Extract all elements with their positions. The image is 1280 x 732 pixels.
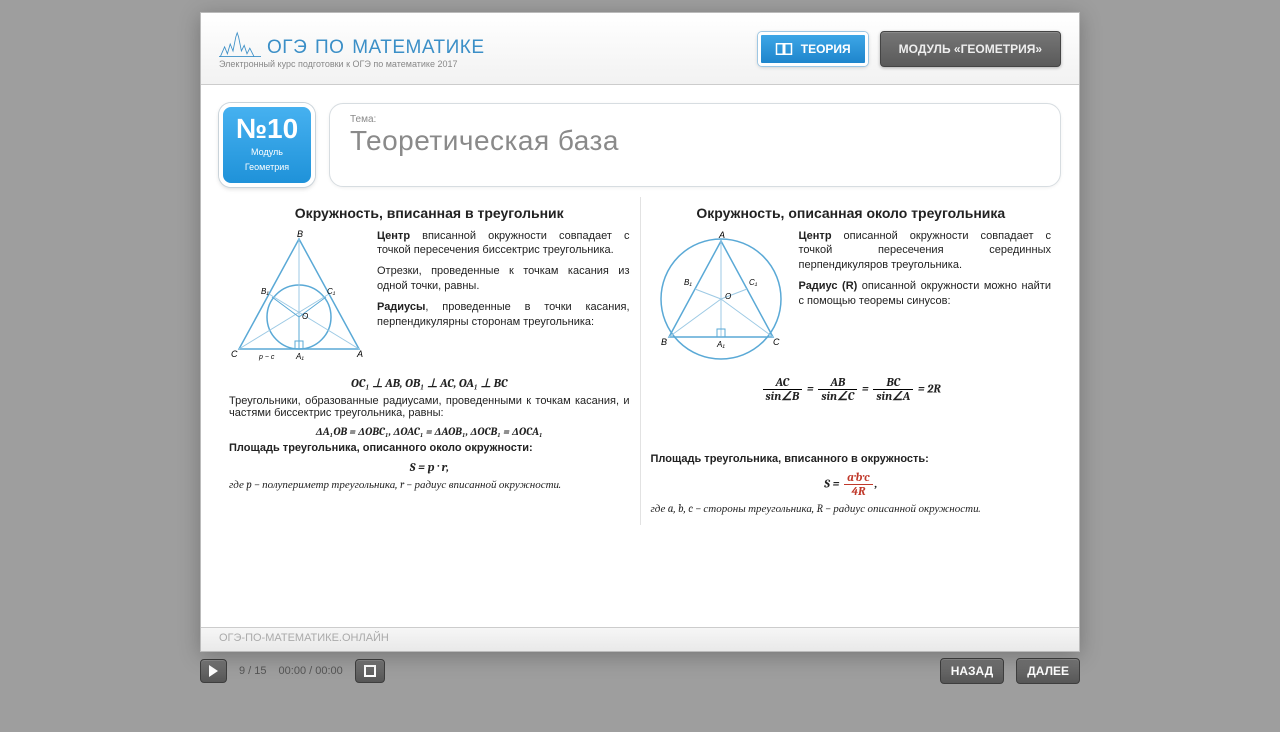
book-icon <box>775 42 793 56</box>
left-p4: Треугольники, образованные радиусами, пр… <box>229 395 630 419</box>
logo-subtitle: Электронный курс подготовки к ОГЭ по мат… <box>219 59 485 69</box>
svg-text:A: A <box>356 349 363 359</box>
right-note: где a, b, c – стороны треугольника, R – … <box>651 502 1052 516</box>
svg-text:B₁: B₁ <box>684 278 692 287</box>
right-formula-sines: ACsin∠B = ABsin∠C = BCsin∠A = 2R <box>651 376 1052 403</box>
topic-label: Тема: <box>350 114 1040 125</box>
svg-text:O: O <box>302 312 308 321</box>
svg-text:A₁: A₁ <box>716 340 725 349</box>
svg-text:B: B <box>661 337 667 347</box>
left-text: Центр вписанной окружности совпадает с т… <box>377 229 630 336</box>
topic-bubble: Тема: Теоретическая база <box>329 103 1061 187</box>
module-button-label: МОДУЛЬ «ГЕОМЕТРИЯ» <box>899 42 1042 56</box>
theory-button-label: ТЕОРИЯ <box>801 42 851 56</box>
right-diagram: A B C O A₁ B₁ C₁ <box>651 229 791 372</box>
right-heading: Окружность, описанная около треугольника <box>651 205 1052 221</box>
player-bar: 9 / 15 00:00 / 00:00 НАЗАД ДАЛЕЕ <box>200 658 1080 684</box>
back-button[interactable]: НАЗАД <box>940 658 1005 684</box>
svg-text:A: A <box>718 230 725 240</box>
theory-button[interactable]: ТЕОРИЯ <box>758 32 868 66</box>
content: Окружность, вписанная в треугольник B <box>201 197 1079 533</box>
svg-text:A₁: A₁ <box>295 352 304 361</box>
left-formula-area: S = p · r, <box>229 460 630 474</box>
logo: ОГЭ ПО МАТЕМАТИКЕ Электронный курс подго… <box>219 29 485 69</box>
left-formula-perp: OC₁ ⊥ AB, OB₁ ⊥ AC, OA₁ ⊥ BC <box>229 376 630 391</box>
svg-text:B₁: B₁ <box>261 287 269 296</box>
left-diagram: B C A O A₁ C₁ B₁ p − c <box>229 229 369 372</box>
next-button[interactable]: ДАЛЕЕ <box>1016 658 1080 684</box>
header: ОГЭ ПО МАТЕМАТИКЕ Электронный курс подго… <box>201 13 1079 85</box>
play-button[interactable] <box>200 659 227 683</box>
svg-text:C: C <box>773 337 780 347</box>
logo-title: ОГЭ ПО МАТЕМАТИКЕ <box>267 37 485 59</box>
col-circumscribed: Окружность, описанная около треугольника… <box>640 197 1062 525</box>
svg-text:C: C <box>231 349 238 359</box>
right-p3: Площадь треугольника, вписанного в окруж… <box>651 453 1052 465</box>
topic-title: Теоретическая база <box>350 125 1040 157</box>
slide-position: 9 / 15 <box>239 665 267 677</box>
task-number: №10 <box>227 115 307 143</box>
left-heading: Окружность, вписанная в треугольник <box>229 205 630 221</box>
svg-text:C₁: C₁ <box>327 287 336 296</box>
task-number-badge: №10 Модуль Геометрия <box>219 103 315 187</box>
right-formula-area: S = a·b·c 4R , <box>651 471 1052 498</box>
left-formula-tri: ΔA₁OB = ΔOBC₁, ΔOAC₁ = ΔAOB₁, ΔOCB₁ = ΔO… <box>229 425 630 438</box>
svg-text:O: O <box>725 292 731 301</box>
fullscreen-button[interactable] <box>355 659 385 683</box>
svg-text:p − c: p − c <box>258 354 275 361</box>
footer-url: ОГЭ-ПО-МАТЕМАТИКЕ.ОНЛАЙН <box>201 627 1079 651</box>
left-p5: Площадь треугольника, описанного около о… <box>229 442 630 454</box>
fullscreen-icon <box>364 665 376 677</box>
play-icon <box>209 665 218 677</box>
task-module-line2: Геометрия <box>227 162 307 173</box>
module-button[interactable]: МОДУЛЬ «ГЕОМЕТРИЯ» <box>880 31 1061 67</box>
svg-text:C₁: C₁ <box>749 278 758 287</box>
left-note: где p – полупериметр треугольника, r – р… <box>229 478 630 492</box>
logo-skyline-icon <box>219 29 261 59</box>
col-inscribed: Окружность, вписанная в треугольник B <box>219 197 640 525</box>
title-row: №10 Модуль Геометрия Тема: Теоретическая… <box>201 85 1079 197</box>
task-module-line1: Модуль <box>227 147 307 158</box>
slide-time: 00:00 / 00:00 <box>279 665 343 677</box>
right-text: Центр описанной окружности совпадает с т… <box>799 229 1052 315</box>
svg-text:B: B <box>297 229 303 239</box>
page: ОГЭ ПО МАТЕМАТИКЕ Электронный курс подго… <box>200 12 1080 652</box>
